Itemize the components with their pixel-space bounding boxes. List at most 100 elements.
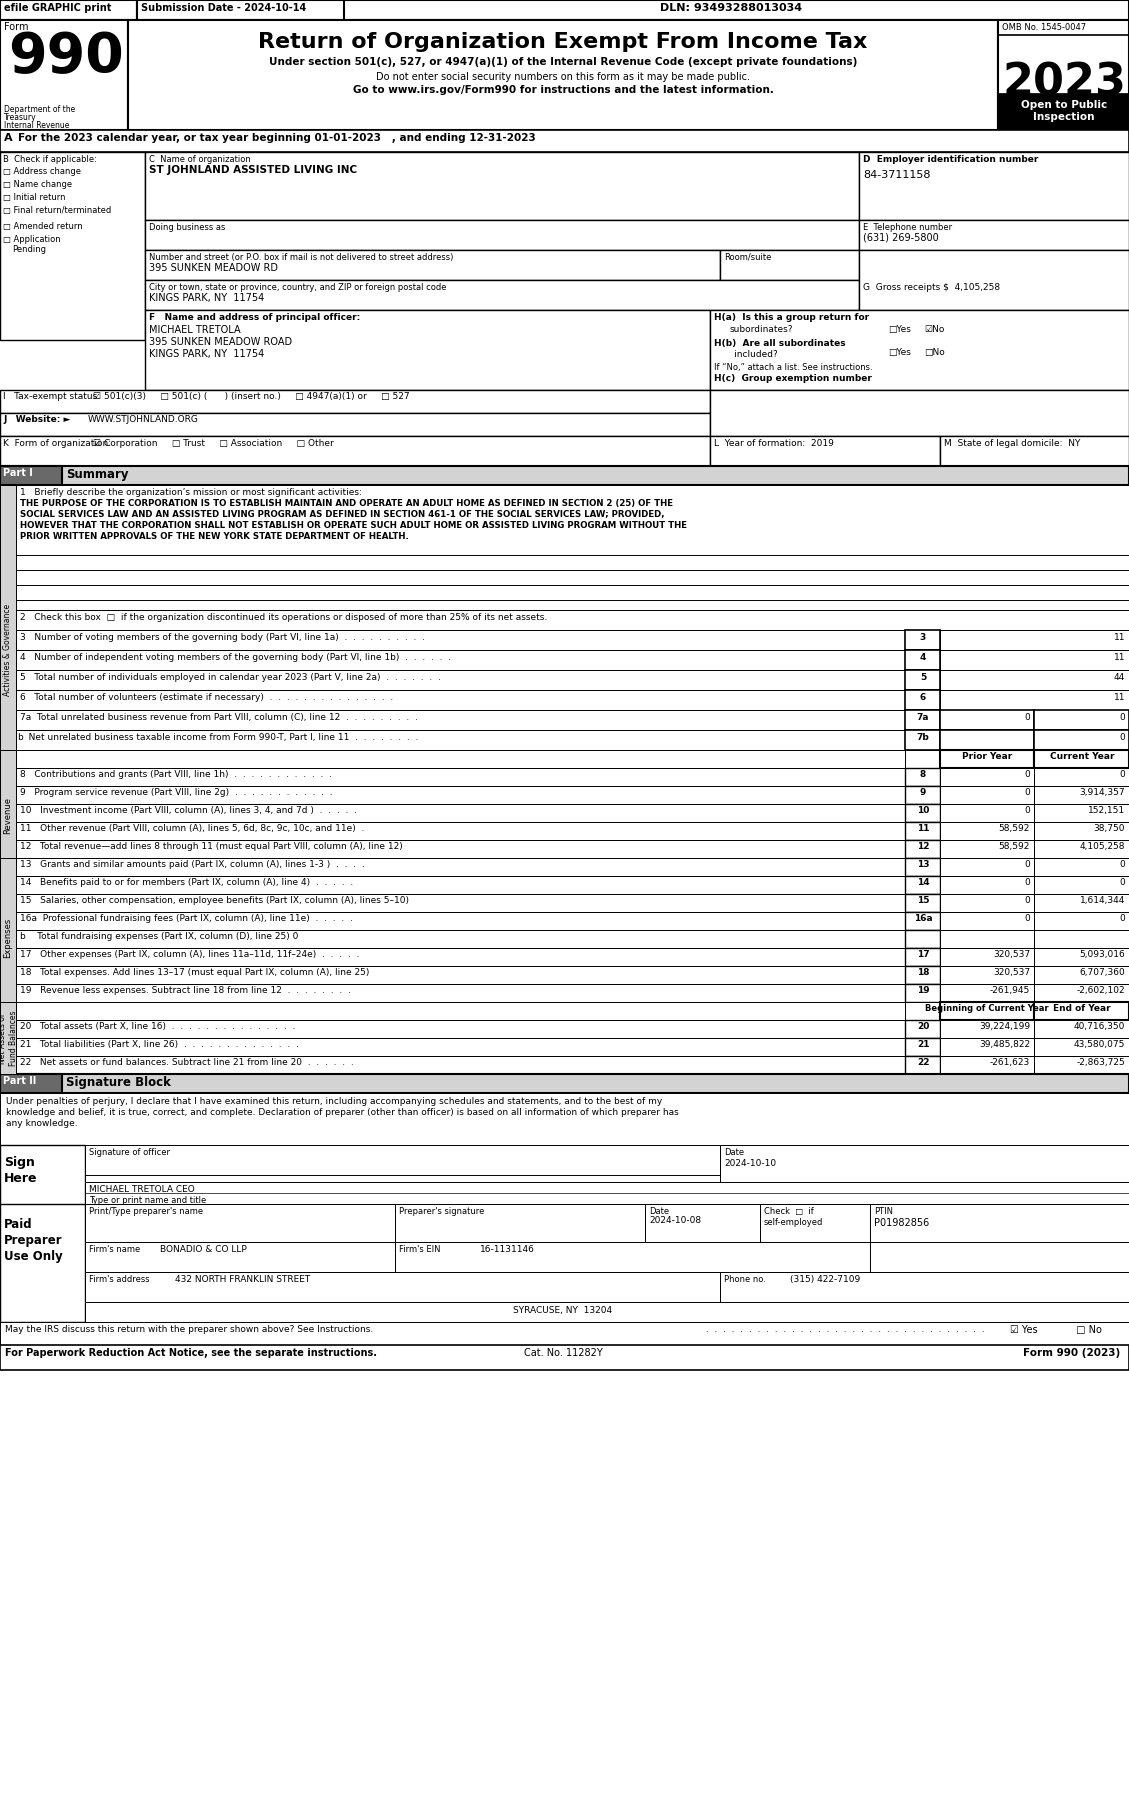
Bar [1034, 749, 1129, 768]
Text: 4   Number of independent voting members of the governing body (Part VI, line 1b: 4 Number of independent voting members o… [20, 653, 452, 662]
Text: Form 990 (2023): Form 990 (2023) [1023, 1348, 1120, 1359]
Text: ☑ 501(c)(3)     □ 501(c) (      ) (insert no.)     □ 4947(a)(1) or     □ 527: ☑ 501(c)(3) □ 501(c) ( ) (insert no.) □ … [93, 393, 410, 400]
Text: □Yes: □Yes [889, 347, 911, 357]
Bar [905, 768, 940, 786]
Text: □ Amended return: □ Amended return [3, 222, 82, 231]
Bar [905, 822, 940, 840]
Bar [1034, 804, 1129, 822]
Text: 11   Other revenue (Part VIII, column (A), lines 5, 6d, 8c, 9c, 10c, and 11e)  .: 11 Other revenue (Part VIII, column (A),… [20, 824, 365, 833]
Text: included?: included? [714, 349, 778, 358]
Text: Firm's EIN: Firm's EIN [399, 1244, 440, 1253]
Bar [905, 966, 940, 984]
Text: 0: 0 [1024, 806, 1030, 815]
Text: WWW.STJOHNLAND.ORG: WWW.STJOHNLAND.ORG [88, 415, 199, 424]
Text: 3   Number of voting members of the governing body (Part VI, line 1a)  .  .  .  : 3 Number of voting members of the govern… [20, 633, 425, 642]
Text: ☑ Corporation     □ Trust     □ Association     □ Other: ☑ Corporation □ Trust □ Association □ Ot… [93, 438, 334, 447]
Bar [905, 893, 940, 911]
Text: J   Website: ►: J Website: ► [3, 415, 70, 424]
Text: Phone no.: Phone no. [724, 1275, 765, 1284]
Bar [1034, 786, 1129, 804]
Text: SYRACUSE, NY  13204: SYRACUSE, NY 13204 [514, 1306, 613, 1315]
Bar [16, 768, 905, 786]
Text: 84-3711158: 84-3711158 [863, 169, 930, 180]
Bar [905, 948, 940, 966]
Bar [1034, 1039, 1129, 1057]
Bar [395, 1204, 645, 1242]
Text: 6   Total number of volunteers (estimate if necessary)  .  .  .  .  .  .  .  .  : 6 Total number of volunteers (estimate i… [20, 693, 393, 702]
Bar [1034, 911, 1129, 930]
Text: 0: 0 [1024, 713, 1030, 722]
Text: 395 SUNKEN MEADOW ROAD: 395 SUNKEN MEADOW ROAD [149, 337, 292, 347]
Text: □ Initial return: □ Initial return [3, 193, 65, 202]
Bar [905, 649, 940, 669]
Bar [870, 1204, 1129, 1242]
Bar [905, 1020, 940, 1039]
Text: PTIN: PTIN [874, 1208, 893, 1215]
Text: Date: Date [649, 1208, 669, 1215]
Text: 21   Total liabilities (Part X, line 26)  .  .  .  .  .  .  .  .  .  .  .  .  . : 21 Total liabilities (Part X, line 26) .… [20, 1040, 299, 1050]
Bar [905, 689, 940, 709]
Text: May the IRS discuss this return with the preparer shown above? See Instructions.: May the IRS discuss this return with the… [5, 1324, 374, 1333]
Text: 58,592: 58,592 [999, 824, 1030, 833]
Text: 11: 11 [1113, 693, 1124, 702]
Text: BONADIO & CO LLP: BONADIO & CO LLP [160, 1244, 247, 1253]
Bar [0, 437, 710, 466]
Text: Internal Revenue: Internal Revenue [5, 122, 69, 129]
Bar [905, 1039, 940, 1057]
Bar [16, 1057, 905, 1073]
Bar [0, 413, 710, 437]
Text: Under penalties of perjury, I declare that I have examined this return, includin: Under penalties of perjury, I declare th… [6, 1097, 663, 1106]
Text: A: A [5, 133, 12, 144]
Bar [395, 1242, 870, 1271]
Text: KINGS PARK, NY  11754: KINGS PARK, NY 11754 [149, 349, 264, 358]
Bar [710, 389, 1129, 437]
Bar [710, 309, 1129, 389]
Text: I   Tax-exempt status:: I Tax-exempt status: [3, 393, 100, 400]
Text: (315) 422-7109: (315) 422-7109 [790, 1275, 860, 1284]
Bar [1034, 709, 1129, 729]
Bar [0, 749, 16, 880]
Bar [905, 709, 940, 729]
Bar [85, 1204, 395, 1242]
Bar [905, 877, 940, 893]
Bar [940, 877, 1034, 893]
Bar [940, 893, 1034, 911]
Bar [720, 1271, 1129, 1302]
Text: 13: 13 [917, 860, 929, 869]
Bar [16, 966, 905, 984]
Bar [16, 804, 905, 822]
Bar [0, 466, 62, 486]
Bar [1034, 984, 1129, 1002]
Bar [1034, 822, 1129, 840]
Text: E  Telephone number: E Telephone number [863, 224, 952, 233]
Bar [940, 822, 1034, 840]
Text: 20   Total assets (Part X, line 16)  .  .  .  .  .  .  .  .  .  .  .  .  .  .  .: 20 Total assets (Part X, line 16) . . . … [20, 1022, 296, 1031]
Bar [0, 389, 710, 413]
Bar [905, 804, 940, 822]
Text: 0: 0 [1024, 769, 1030, 779]
Text: ☑No: ☑No [924, 326, 944, 335]
Text: b: b [17, 733, 23, 742]
Text: For the 2023 calendar year, or tax year beginning 01-01-2023   , and ending 12-3: For the 2023 calendar year, or tax year … [18, 133, 536, 144]
Text: 12   Total revenue—add lines 8 through 11 (must equal Part VIII, column (A), lin: 12 Total revenue—add lines 8 through 11 … [20, 842, 403, 851]
Bar [940, 768, 1034, 786]
Bar [0, 1322, 1129, 1344]
Text: 12: 12 [917, 842, 929, 851]
Text: M  State of legal domicile:  NY: M State of legal domicile: NY [944, 438, 1080, 447]
Text: Signature Block: Signature Block [65, 1077, 170, 1090]
Bar [85, 1182, 1129, 1204]
Text: 0: 0 [1119, 879, 1124, 888]
Text: -2,602,102: -2,602,102 [1076, 986, 1124, 995]
Text: 2   Check this box  □  if the organization discontinued its operations or dispos: 2 Check this box □ if the organization d… [20, 613, 548, 622]
Text: 1,614,344: 1,614,344 [1079, 897, 1124, 906]
Text: Preparer's signature: Preparer's signature [399, 1208, 484, 1215]
Text: □ No: □ No [1070, 1324, 1102, 1335]
Text: 22   Net assets or fund balances. Subtract line 21 from line 20  .  .  .  .  .  : 22 Net assets or fund balances. Subtract… [20, 1059, 353, 1068]
Text: Activities & Governance: Activities & Governance [3, 604, 12, 697]
Bar [940, 1057, 1034, 1073]
Bar [0, 1144, 85, 1222]
Text: Open to Public
Inspection: Open to Public Inspection [1021, 100, 1108, 122]
Bar [16, 930, 905, 948]
Bar [0, 0, 1129, 20]
Text: 5,093,016: 5,093,016 [1079, 950, 1124, 959]
